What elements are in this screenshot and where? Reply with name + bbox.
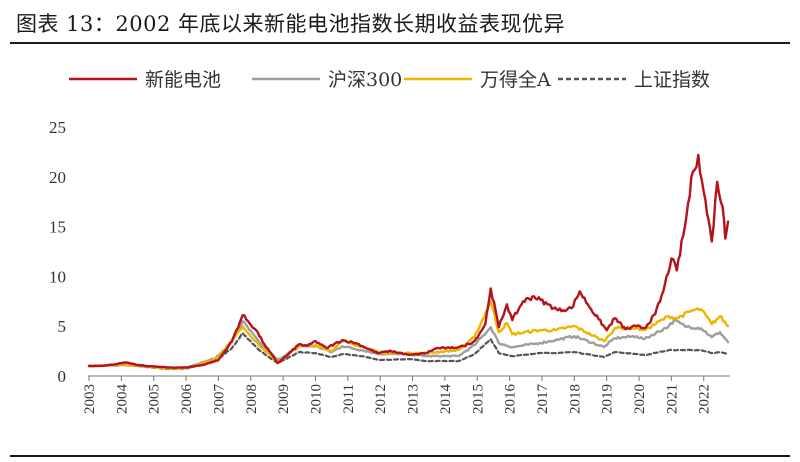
y-tick-label: 10 <box>49 267 66 286</box>
x-tick-label: 2006 <box>179 384 195 415</box>
x-tick-label: 2017 <box>535 384 551 415</box>
y-tick-label: 20 <box>49 168 66 187</box>
x-tick-label: 2009 <box>276 384 292 414</box>
x-tick-label: 2012 <box>373 384 389 414</box>
x-tick-label: 2016 <box>503 384 519 415</box>
x-tick-label: 2003 <box>82 384 98 414</box>
y-tick-label: 5 <box>58 317 67 336</box>
series-line <box>87 153 730 369</box>
y-tick-label: 0 <box>58 367 67 386</box>
y-tick-label: 25 <box>49 118 66 137</box>
top-rule <box>10 42 790 44</box>
bottom-rule <box>10 455 790 457</box>
legend-label: 沪深300 <box>328 69 402 91</box>
x-tick-label: 2013 <box>406 384 422 414</box>
series-line <box>87 332 730 371</box>
x-tick-label: 2022 <box>697 384 713 414</box>
x-tick-label: 2014 <box>438 384 454 415</box>
legend-label: 新能电池 <box>145 69 221 91</box>
figure-title: 图表 13：2002 年底以来新能电池指数长期收益表现优异 <box>16 12 566 36</box>
legend-label: 上证指数 <box>634 69 710 91</box>
x-tick-label: 2004 <box>114 384 130 415</box>
x-tick-label: 2018 <box>567 384 583 414</box>
x-tick-label: 2021 <box>664 384 680 414</box>
y-tick-label: 15 <box>49 218 66 237</box>
x-tick-label: 2005 <box>147 384 163 414</box>
x-tick-label: 2020 <box>632 384 648 414</box>
x-tick-label: 2010 <box>308 384 324 414</box>
x-tick-label: 2015 <box>470 384 486 414</box>
x-tick-label: 2008 <box>244 384 260 414</box>
legend-label: 万得全A <box>480 69 551 91</box>
x-tick-label: 2007 <box>211 384 227 415</box>
x-tick-label: 2019 <box>600 384 616 414</box>
x-tick-label: 2011 <box>341 384 357 413</box>
